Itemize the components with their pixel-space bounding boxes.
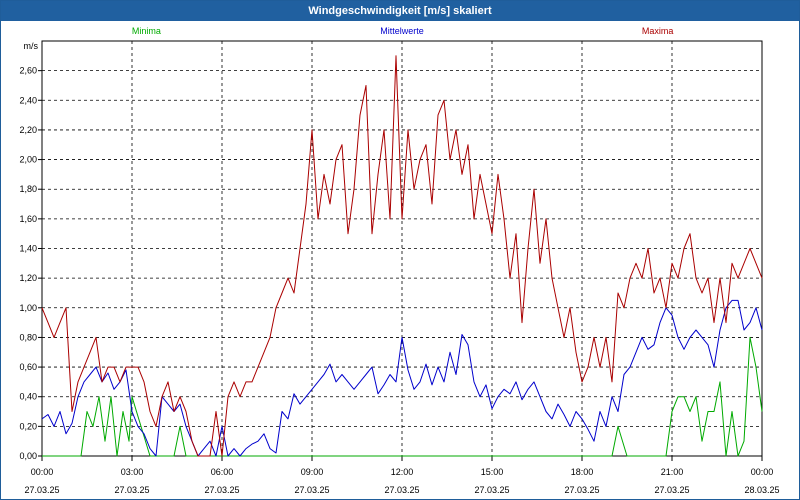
- y-tick-label: 0,20: [19, 421, 37, 431]
- x-tick-date: 27.03.25: [114, 485, 149, 495]
- legend-mittelwerte: Mittelwerte: [380, 26, 424, 36]
- y-tick-label: 0,60: [19, 362, 37, 372]
- x-tick-time: 15:00: [481, 467, 504, 477]
- y-tick-label: 1,00: [19, 303, 37, 313]
- y-tick-label: 0,00: [19, 451, 37, 461]
- y-tick-label: 1,40: [19, 244, 37, 254]
- x-tick-date: 28.03.25: [744, 485, 779, 495]
- x-tick-time: 18:00: [571, 467, 594, 477]
- x-tick-date: 27.03.25: [294, 485, 329, 495]
- window-title: Windgeschwindigkeit [m/s] skaliert: [1, 1, 799, 21]
- x-tick-date: 27.03.25: [204, 485, 239, 495]
- y-tick-label: 2,00: [19, 155, 37, 165]
- y-tick-label: 2,40: [19, 95, 37, 105]
- y-tick-label: 2,60: [19, 66, 37, 76]
- x-tick-time: 09:00: [301, 467, 324, 477]
- y-tick-label: 0,80: [19, 332, 37, 342]
- x-tick-time: 03:00: [121, 467, 144, 477]
- x-tick-date: 27.03.25: [474, 485, 509, 495]
- y-tick-label: 2,20: [19, 125, 37, 135]
- x-tick-date: 27.03.25: [24, 485, 59, 495]
- x-tick-time: 00:00: [31, 467, 54, 477]
- x-tick-time: 12:00: [391, 467, 414, 477]
- series-line-minima: [42, 336, 763, 457]
- x-tick-date: 27.03.25: [384, 485, 419, 495]
- x-tick-time: 00:00: [751, 467, 774, 477]
- y-tick-label: 1,20: [19, 273, 37, 283]
- legend-maxima: Maxima: [642, 26, 674, 36]
- y-axis-label: m/s: [24, 41, 39, 51]
- x-tick-date: 27.03.25: [654, 485, 689, 495]
- x-tick-time: 21:00: [661, 467, 684, 477]
- x-tick-time: 06:00: [211, 467, 234, 477]
- legend-minima: Minima: [132, 26, 161, 36]
- y-tick-label: 0,40: [19, 392, 37, 402]
- line-chart: 0,00 0,20 0,40 0,60 0,80 1,00 1,20 1,40 1,60 1,80…: [19, 26, 779, 495]
- y-tick-label: 1,80: [19, 184, 37, 194]
- y-tick-label: 1,60: [19, 214, 37, 224]
- series-line-maxima: [41, 55, 763, 457]
- x-tick-date: 27.03.25: [564, 485, 599, 495]
